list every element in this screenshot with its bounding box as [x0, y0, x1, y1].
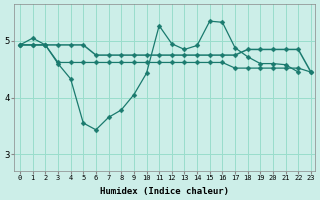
X-axis label: Humidex (Indice chaleur): Humidex (Indice chaleur): [100, 187, 229, 196]
